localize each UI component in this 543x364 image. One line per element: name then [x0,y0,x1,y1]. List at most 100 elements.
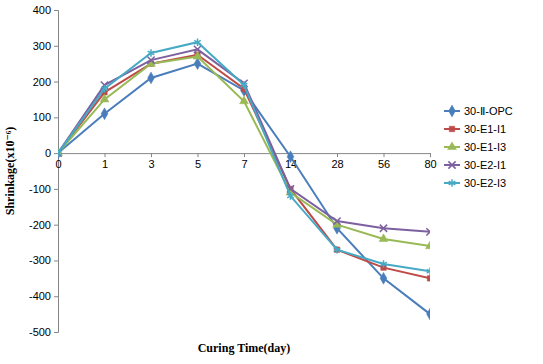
x-tick-label: 7 [241,158,247,170]
x-tick-mark [244,153,245,157]
legend-label: 30-E1-I3 [464,141,506,153]
x-tick-label: 5 [195,158,201,170]
legend-label: 30-Ⅱ-OPC [464,105,513,117]
x-tick-mark [151,153,152,157]
series-marker [426,241,430,249]
y-tick-label: -400 [29,290,51,302]
x-tick-mark [337,153,338,157]
legend: 30-Ⅱ-OPC 30-E1-I1 30-E1-I3 30-E2-I1 30-E2-I3 [444,105,513,189]
y-tick-label: -300 [29,254,51,266]
x-tick-label: 28 [331,158,343,170]
legend-marker [448,142,457,150]
y-axis-line [54,11,59,333]
legend-marker [449,179,456,187]
y-tick-label: -200 [29,219,51,231]
series-marker [427,267,430,275]
y-tick: -500 [29,326,58,338]
y-tick: -100 [29,183,58,195]
plot-area: -500-400-300-200-10001002003004000135714… [29,4,437,338]
x-tick-mark [105,153,106,157]
legend-marker [449,105,456,117]
legend-label: 30-E1-I1 [464,123,506,135]
y-tick: 100 [33,111,58,123]
y-tick-label: 400 [33,4,51,16]
series-marker [148,72,155,84]
y-tick-label: -100 [29,183,51,195]
x-axis-title: Curing Time(day) [198,341,291,355]
y-tick-mark [54,260,58,261]
x-axis: 0135714285680 [55,153,436,170]
series-marker [148,49,155,57]
x-tick: 28 [331,153,343,170]
legend-label: 30-E2-I3 [464,177,506,189]
series-marker [194,38,201,46]
x-tick-mark [430,153,431,157]
y-tick-label: 0 [45,147,51,159]
series-marker [194,46,201,53]
x-tick: 7 [241,153,247,170]
y-tick-label: 300 [33,40,51,52]
y-tick-label: 100 [33,111,51,123]
x-tick: 3 [148,153,154,170]
series-marker [334,246,341,254]
series-marker [333,217,340,224]
x-tick: 5 [195,153,201,170]
series-marker [380,260,387,268]
legend-label: 30-E2-I1 [464,159,506,171]
y-tick-mark [54,46,58,47]
x-tick-label: 1 [102,158,108,170]
series-marker [58,149,61,157]
series-marker [100,94,109,102]
series-marker [101,85,108,93]
y-tick-mark [54,117,58,118]
x-tick-label: 80 [424,158,436,170]
series-marker [240,96,249,104]
y-tick-mark [54,153,58,154]
y-axis-title: Shrinkage(x10⁻⁶) [3,127,17,216]
series-marker [379,234,388,242]
series-marker [380,225,387,232]
x-tick: 56 [378,153,390,170]
chart: -500-400-300-200-10001002003004000135714… [0,0,543,364]
series-line [58,64,430,314]
series-marker [241,81,248,89]
y-tick-label: -500 [29,326,51,338]
series-line [58,57,430,247]
y-tick: -300 [29,254,58,266]
x-tick-mark [384,153,385,157]
x-tick-label: 56 [378,158,390,170]
series-marker [287,192,294,200]
y-tick: -200 [29,219,58,231]
series-marker [427,308,430,320]
x-tick-label: 3 [148,158,154,170]
y-tick-label: 200 [33,76,51,88]
x-tick: 80 [424,153,436,170]
y-tick-mark [54,189,58,190]
series-marker [287,151,294,163]
y-axis: -500 -400 -300 -200 -100 0 100 200 300 400 [29,4,59,338]
y-tick-mark [54,82,58,83]
y-tick-mark [54,10,58,11]
series-marker [380,272,387,284]
legend-marker [448,161,455,168]
series-marker [427,276,430,281]
series-marker [426,228,430,235]
series-group [58,38,430,320]
legend-marker [449,126,454,131]
x-tick-label: 0 [55,158,61,170]
y-tick: -400 [29,290,58,302]
x-tick-mark [198,153,199,157]
x-axis-line [59,154,431,158]
y-tick-mark [54,296,58,297]
y-tick: 300 [33,40,58,52]
y-tick: 200 [33,76,58,88]
series-line [58,49,430,231]
y-tick: 400 [33,4,58,16]
series-line [58,42,430,271]
y-tick-mark [54,332,58,333]
series-marker [147,56,154,63]
x-tick: 1 [102,153,108,170]
series-marker [101,108,108,120]
series-line [58,55,430,279]
y-tick-mark [54,225,58,226]
